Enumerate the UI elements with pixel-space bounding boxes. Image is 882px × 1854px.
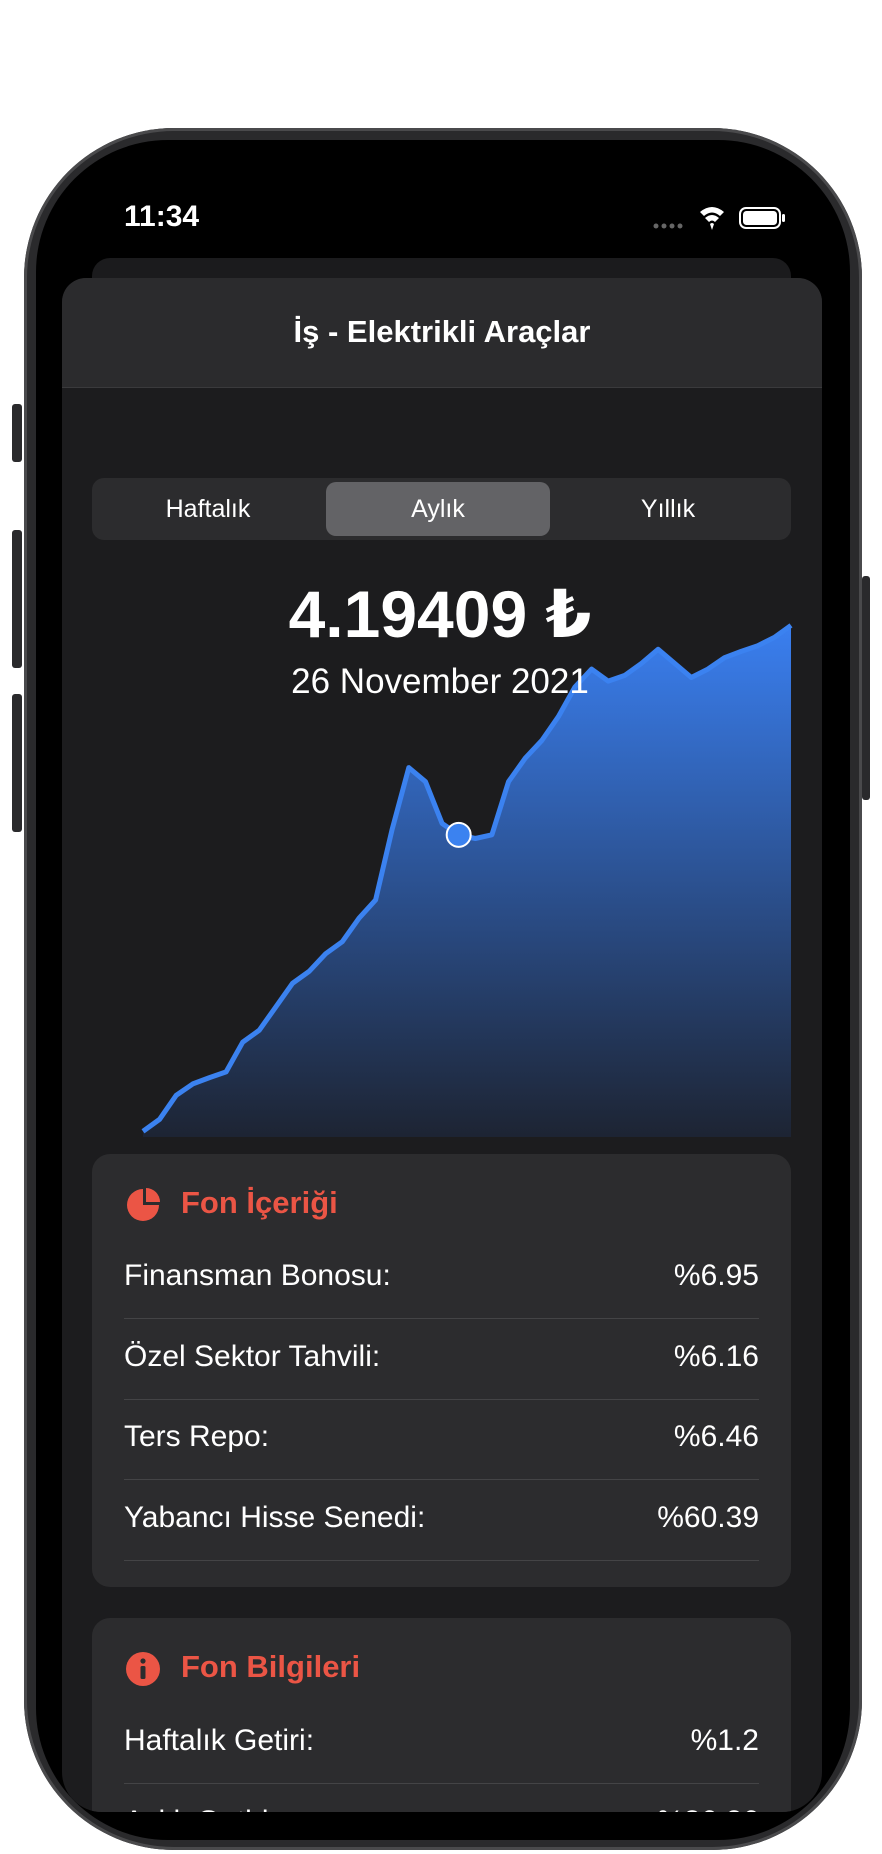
separator: [124, 1783, 759, 1784]
row-label: Özel Sektor Tahvili:: [124, 1340, 381, 1373]
row-label: Ters Repo:: [124, 1420, 270, 1453]
side-button: [12, 404, 22, 462]
row-label: Aylık Getiri:: [124, 1805, 277, 1812]
selected-price: 4.19409 ₺: [288, 577, 592, 651]
selected-point: [445, 821, 472, 848]
side-button: [12, 530, 22, 668]
card-title: Fon Bilgileri: [181, 1649, 361, 1684]
price-chart: [141, 623, 793, 1137]
side-button: [862, 576, 870, 800]
screen: 11:34 İş - Elektrikli Araçlar Haftalık Ay…: [36, 140, 850, 1840]
info-row: Finansman Bonosu: %6.95: [124, 1239, 759, 1319]
row-value: %1.2: [690, 1724, 759, 1757]
row-value: %6.95: [673, 1259, 759, 1292]
card: Fon Bilgileri Haftalık Getiri: %1.2 Aylık G…: [92, 1618, 791, 1812]
modal-sheet: İş - Elektrikli Araçlar Haftalık Aylık Yıl…: [62, 278, 822, 1812]
area-fill: [143, 625, 791, 1137]
segment-option[interactable]: Aylık: [326, 482, 550, 536]
segment-option[interactable]: Haftalık: [165, 495, 251, 523]
info-row: Haftalık Getiri: %1.2: [124, 1704, 759, 1784]
row-label: Yabancı Hisse Senedi:: [124, 1501, 426, 1534]
row-label: Finansman Bonosu:: [124, 1259, 391, 1292]
info-row: Aylık Getiri: %36.26: [124, 1785, 759, 1812]
info-icon: [126, 1652, 160, 1686]
separator: [124, 1479, 759, 1480]
status-icons: [653, 207, 785, 230]
segmented-control: Haftalık Aylık Yıllık: [92, 478, 791, 540]
info-row: Yabancı Hisse Senedi: %60.39: [124, 1481, 759, 1561]
separator: [124, 1318, 759, 1319]
separator: [124, 1560, 759, 1561]
side-button: [12, 694, 22, 832]
separator: [124, 1399, 759, 1400]
card: Fon İçeriği Finansman Bonosu: %6.95 Özel Se…: [92, 1154, 791, 1587]
info-row: Ters Repo: %6.46: [124, 1400, 759, 1480]
status-time: 11:34: [124, 200, 200, 233]
row-value: %6.16: [673, 1340, 759, 1373]
row-value: %36.26: [657, 1805, 759, 1812]
card-title: Fon İçeriği: [181, 1185, 338, 1220]
segment-option[interactable]: Yıllık: [640, 495, 696, 523]
pie-icon: [127, 1188, 160, 1221]
selected-date: 26 November 2021: [291, 662, 589, 701]
row-value: %6.46: [673, 1420, 759, 1453]
nav-title: İş - Elektrikli Araçlar: [293, 314, 591, 349]
row-label: Haftalık Getiri:: [124, 1724, 315, 1757]
info-row: Özel Sektor Tahvili: %6.16: [124, 1320, 759, 1400]
row-value: %60.39: [657, 1501, 759, 1534]
nav-bar: İş - Elektrikli Araçlar: [62, 278, 822, 388]
